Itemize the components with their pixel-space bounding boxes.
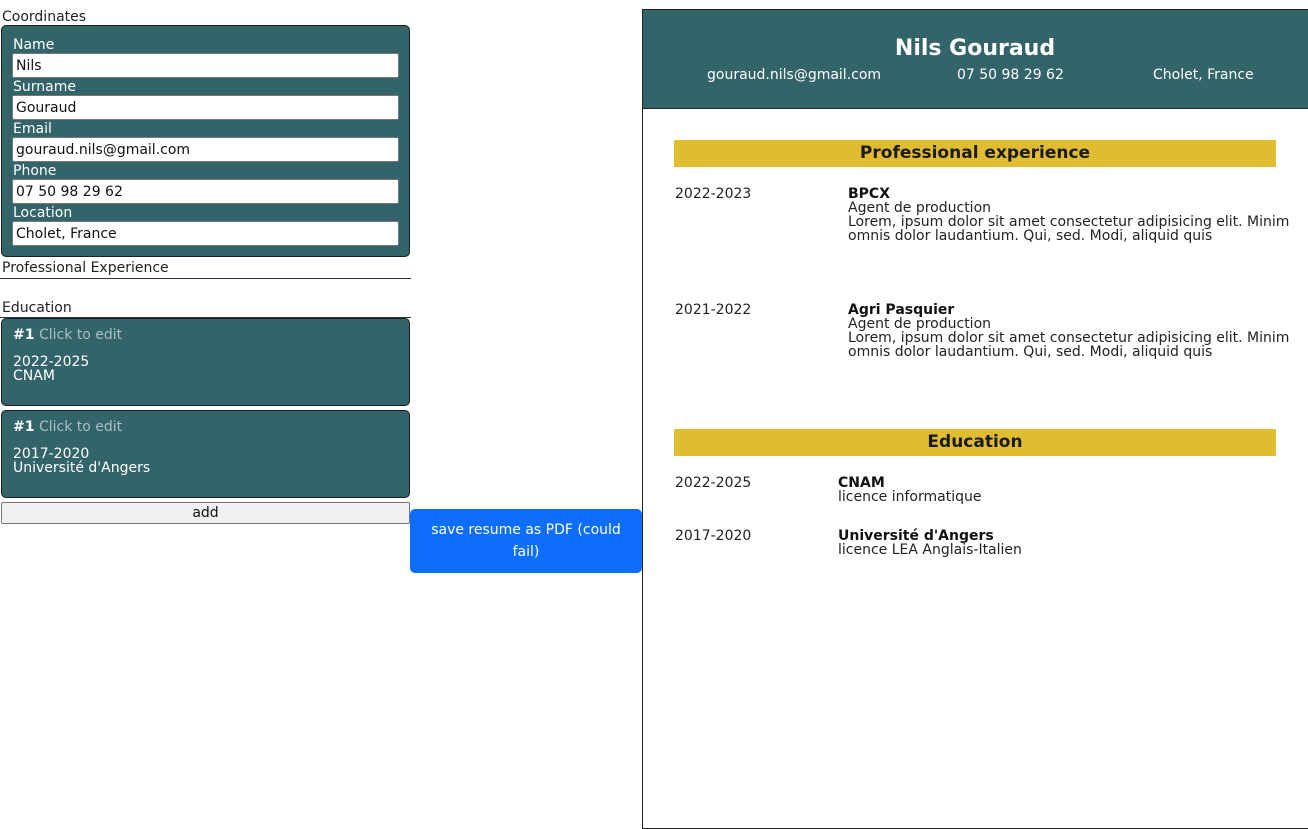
professional-experience-toggle[interactable]: Professional Experience <box>0 257 411 279</box>
resume-email: gouraud.nils@gmail.com <box>707 67 882 83</box>
surname-input[interactable] <box>12 95 399 120</box>
save-pdf-button[interactable]: save resume as PDF (could fail) <box>410 509 642 573</box>
card-index: #1 <box>13 327 35 343</box>
card-edit-hint: Click to edit <box>38 327 123 343</box>
education-degree: licence LEA Anglais-Italien <box>838 542 1022 558</box>
education-period: 2017-2020 <box>675 528 752 544</box>
experience-role: Agent de production <box>848 316 992 332</box>
email-label: Email <box>13 121 52 137</box>
phone-label: Phone <box>13 163 57 179</box>
card-header: #1 Click to edit <box>13 327 409 355</box>
resume-body: Professional experience 2022-2023 BPCX A… <box>674 140 1308 582</box>
card-edit-hint: Click to edit <box>38 419 123 435</box>
education-degree: licence informatique <box>838 489 982 505</box>
experience-company: BPCX <box>848 186 890 202</box>
education-school: Université d'Angers <box>838 528 994 544</box>
name-label: Name <box>13 37 55 53</box>
experience-description: Lorem, ipsum dolor sit amet consectetur … <box>848 214 1290 244</box>
experience-period: 2022-2023 <box>675 186 752 202</box>
resume-header: Nils Gouraud gouraud.nils@gmail.com 07 5… <box>643 10 1308 109</box>
surname-label: Surname <box>13 79 76 95</box>
resume-location: Cholet, France <box>1153 67 1254 83</box>
experience-period: 2021-2022 <box>675 302 752 318</box>
location-label: Location <box>13 205 73 221</box>
experience-role: Agent de production <box>848 200 992 216</box>
coordinates-form: Name Surname Email Phone Location <box>1 25 410 257</box>
education-card[interactable]: #1 Click to edit 2017-2020 Université d'… <box>1 410 410 498</box>
education-school: CNAM <box>838 475 885 491</box>
phone-input[interactable] <box>12 179 399 204</box>
experience-company: Agri Pasquier <box>848 302 955 318</box>
card-school: Université d'Angers <box>13 460 151 476</box>
add-education-button[interactable]: add <box>1 502 410 524</box>
resume-phone: 07 50 98 29 62 <box>957 67 1064 83</box>
experience-description: Lorem, ipsum dolor sit amet consectetur … <box>848 330 1290 360</box>
email-input[interactable] <box>12 137 399 162</box>
experience-content: Agri Pasquier Agent de production Lorem,… <box>848 303 1308 359</box>
experience-entry: 2022-2023 BPCX Agent de production Lorem… <box>674 187 1308 303</box>
education-entry: 2022-2025 CNAM licence informatique <box>674 476 1308 529</box>
experience-section-title: Professional experience <box>674 140 1276 167</box>
name-input[interactable] <box>12 53 399 78</box>
education-content: CNAM licence informatique <box>838 476 1308 504</box>
card-school: CNAM <box>13 368 55 384</box>
resume-preview: Nils Gouraud gouraud.nils@gmail.com 07 5… <box>642 9 1308 829</box>
education-toggle[interactable]: Education <box>0 279 411 318</box>
education-period: 2022-2025 <box>675 475 752 491</box>
coordinates-title: Coordinates <box>2 9 87 25</box>
card-index: #1 <box>13 419 35 435</box>
card-header: #1 Click to edit <box>13 419 409 447</box>
card-period: 2022-2025 <box>13 354 90 370</box>
resume-editor: Coordinates Name Surname Email Phone Loc… <box>0 0 411 524</box>
education-card[interactable]: #1 Click to edit 2022-2025 CNAM <box>1 318 410 406</box>
experience-content: BPCX Agent de production Lorem, ipsum do… <box>848 187 1308 243</box>
education-entry: 2017-2020 Université d'Angers licence LE… <box>674 529 1308 582</box>
location-input[interactable] <box>12 221 399 246</box>
experience-entry: 2021-2022 Agri Pasquier Agent de product… <box>674 303 1308 429</box>
resume-name: Nils Gouraud <box>894 36 1056 61</box>
education-section-title: Education <box>674 429 1276 456</box>
education-content: Université d'Angers licence LEA Anglais-… <box>838 529 1308 557</box>
card-period: 2017-2020 <box>13 446 90 462</box>
